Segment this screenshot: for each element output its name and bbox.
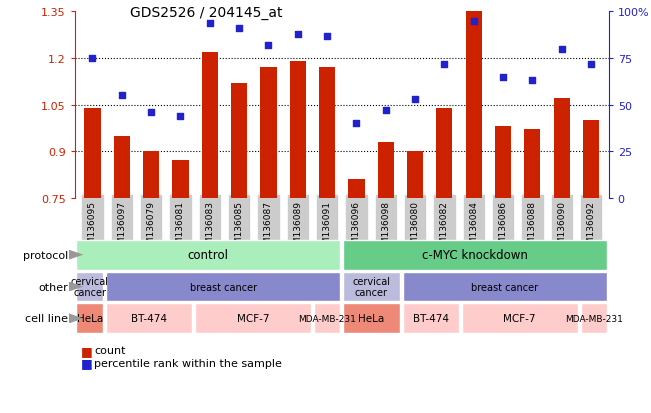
Text: breast cancer: breast cancer (471, 282, 538, 292)
Polygon shape (69, 282, 83, 292)
Bar (348, 180, 365, 198)
Bar (343, 272, 400, 301)
Point (352, 121, 362, 127)
Point (175, 113, 186, 120)
Bar (314, 304, 340, 334)
Point (439, 61, 450, 68)
Bar (343, 304, 400, 334)
Point (410, 97, 421, 103)
Bar (85, 109, 100, 198)
Text: percentile rank within the sample: percentile rank within the sample (94, 358, 283, 368)
Text: MCF-7: MCF-7 (503, 313, 536, 324)
Text: MCF-7: MCF-7 (236, 313, 269, 324)
Bar (465, 12, 482, 198)
Text: BT-474: BT-474 (131, 313, 167, 324)
Polygon shape (69, 314, 83, 324)
Bar (231, 83, 247, 198)
Bar (524, 130, 540, 198)
Bar (462, 304, 577, 334)
Text: MDA-MB-231: MDA-MB-231 (565, 314, 623, 323)
Text: ■: ■ (81, 356, 93, 370)
Polygon shape (69, 250, 83, 260)
Point (292, 31, 303, 38)
Text: cell line: cell line (25, 313, 68, 324)
Text: cervical
cancer: cervical cancer (71, 276, 109, 298)
Bar (195, 304, 311, 334)
Text: ■: ■ (81, 344, 93, 357)
Point (117, 93, 127, 100)
Text: BT-474: BT-474 (413, 313, 449, 324)
Text: MDA-MB-231: MDA-MB-231 (298, 314, 356, 323)
Point (527, 78, 538, 85)
Bar (583, 121, 599, 198)
Text: cervical
cancer: cervical cancer (352, 276, 391, 298)
Bar (290, 62, 306, 198)
Text: GDS2526 / 204145_at: GDS2526 / 204145_at (130, 6, 283, 20)
Text: count: count (94, 346, 126, 356)
Point (586, 61, 596, 68)
Bar (106, 272, 340, 301)
Bar (76, 272, 103, 301)
Bar (114, 136, 130, 198)
Point (322, 33, 332, 40)
Text: other: other (38, 282, 68, 292)
Bar (495, 127, 511, 198)
Bar (436, 109, 452, 198)
Bar (402, 304, 459, 334)
Point (263, 43, 273, 49)
Bar (143, 152, 159, 198)
Text: HeLa: HeLa (358, 313, 385, 324)
Text: breast cancer: breast cancer (189, 282, 256, 292)
Bar (402, 272, 607, 301)
Point (87, 56, 98, 62)
Point (204, 20, 215, 27)
Bar (202, 53, 218, 198)
Point (498, 74, 508, 81)
Text: protocol: protocol (23, 250, 68, 260)
Bar (378, 142, 394, 198)
Point (557, 46, 567, 53)
Point (234, 26, 244, 33)
Point (146, 109, 156, 116)
Bar (407, 152, 423, 198)
Bar (76, 304, 103, 334)
Point (469, 18, 479, 25)
Text: c-MYC knockdown: c-MYC knockdown (422, 249, 528, 261)
Bar (173, 161, 189, 198)
Bar (554, 99, 570, 198)
Bar (260, 68, 277, 198)
Bar (343, 240, 607, 270)
Bar (106, 304, 192, 334)
Text: HeLa: HeLa (77, 313, 103, 324)
Bar (581, 304, 607, 334)
Point (381, 108, 391, 114)
Bar (76, 240, 340, 270)
Bar (319, 68, 335, 198)
Text: control: control (188, 249, 229, 261)
